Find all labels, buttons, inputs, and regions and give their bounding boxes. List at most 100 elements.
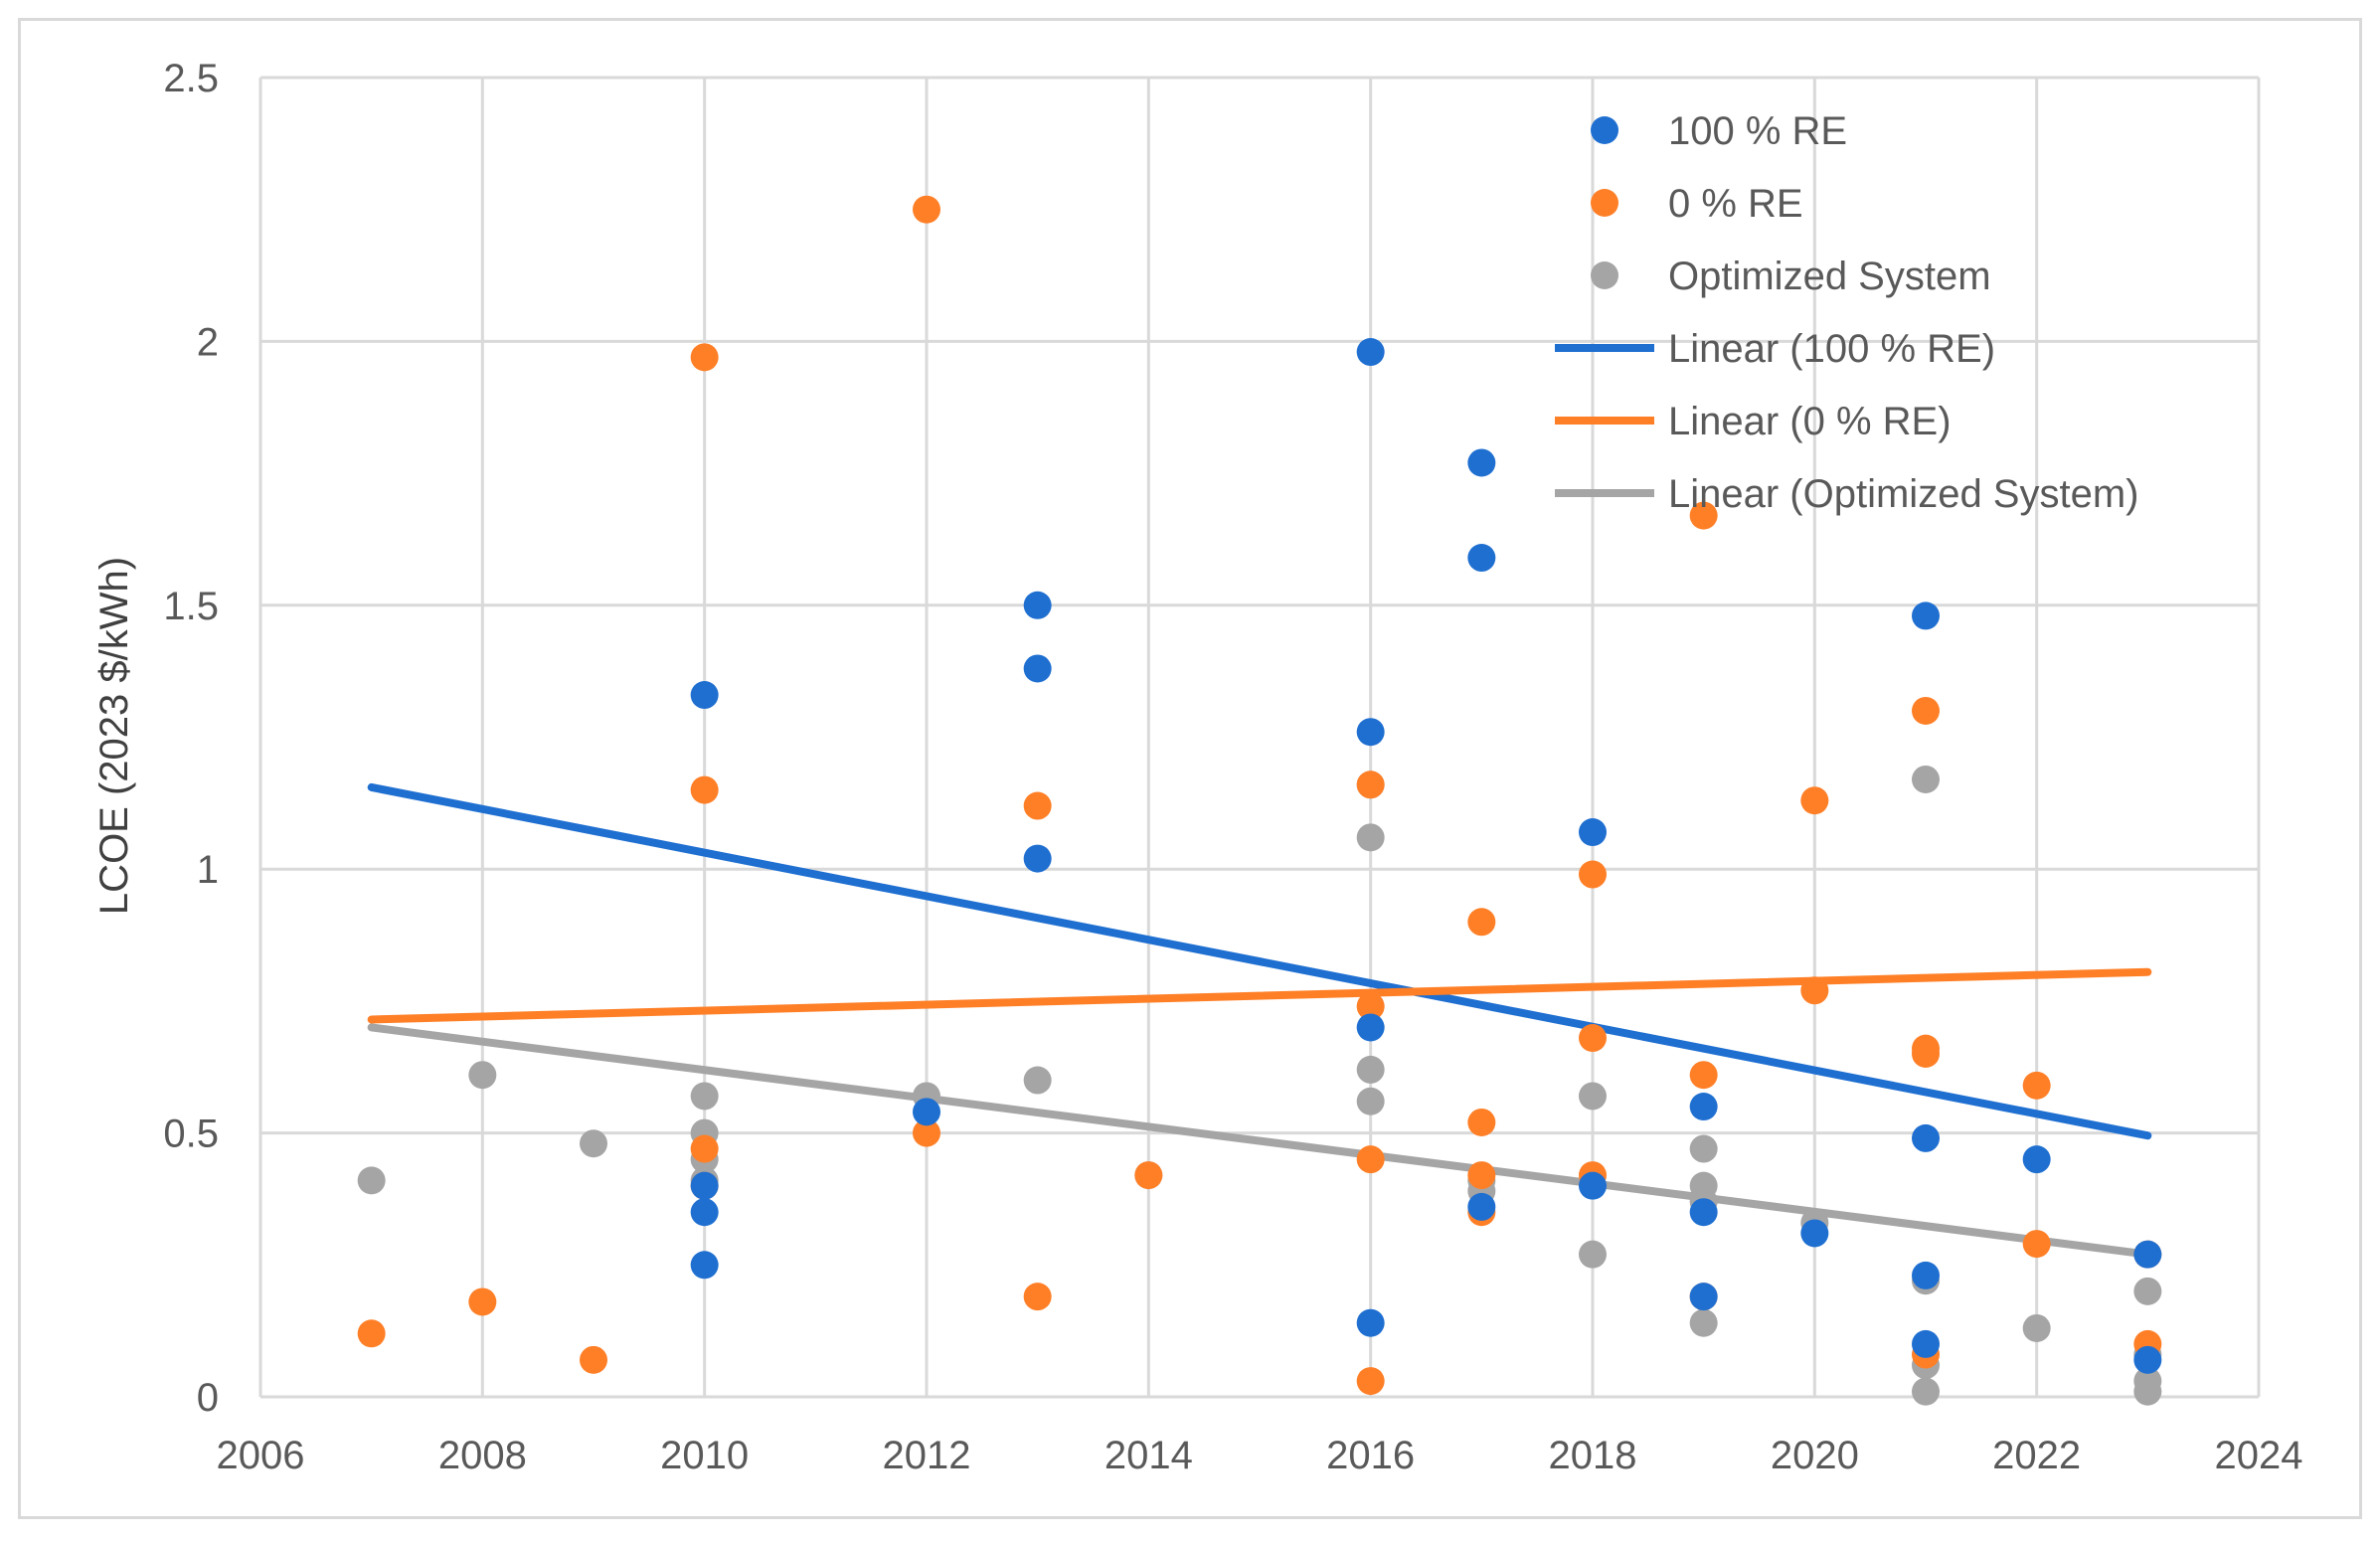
- data-point: [1356, 718, 1385, 747]
- x-tick-label: 2018: [1549, 1434, 1637, 1477]
- y-tick-label: 2: [197, 320, 219, 364]
- data-point: [1579, 1024, 1607, 1053]
- trendline: [367, 1023, 2152, 1259]
- x-tick-label: 2014: [1105, 1434, 1193, 1477]
- data-point: [1689, 1283, 1718, 1311]
- x-tick-label: 2022: [1992, 1434, 2081, 1477]
- data-point: [1023, 791, 1052, 820]
- data-point: [1579, 818, 1607, 847]
- trendlines: [367, 782, 2152, 1259]
- data-point: [913, 1098, 940, 1126]
- x-tick-label: 2012: [883, 1434, 971, 1477]
- x-tick-label: 2008: [438, 1434, 527, 1477]
- data-point: [1689, 1134, 1718, 1163]
- y-tick-label: 1.5: [163, 585, 219, 628]
- data-point: [1467, 1161, 1496, 1190]
- x-tick-label: 2024: [2215, 1434, 2303, 1477]
- data-point: [357, 1166, 386, 1195]
- data-point: [1356, 338, 1385, 367]
- legend-label: 0 % RE: [1668, 182, 1803, 226]
- data-points: [357, 195, 2162, 1406]
- data-point: [2133, 1377, 2162, 1406]
- data-point: [1467, 1108, 1496, 1136]
- legend-marker: [1591, 189, 1618, 217]
- data-point: [1579, 1240, 1607, 1269]
- data-point: [1912, 696, 1940, 725]
- data-point: [2133, 1240, 2162, 1269]
- data-point: [468, 1287, 497, 1316]
- data-point: [1356, 992, 1385, 1021]
- legend-label: 100 % RE: [1668, 109, 1847, 153]
- axes: 2006 2008 2010 2012 2014 2016 2018 2020 2022 2024…: [163, 57, 2302, 1477]
- data-point: [690, 681, 719, 710]
- y-tick-label: 1: [197, 848, 219, 892]
- data-point: [1912, 765, 1940, 793]
- legend-marker: [1591, 261, 1618, 289]
- data-point: [1467, 448, 1496, 477]
- data-point: [1356, 1367, 1385, 1396]
- data-point: [357, 1319, 386, 1348]
- data-point: [1579, 860, 1607, 889]
- data-point: [1579, 1082, 1607, 1111]
- data-point: [1023, 1283, 1052, 1311]
- data-point: [2133, 1277, 2162, 1305]
- data-point: [690, 1198, 719, 1227]
- x-tick-label: 2006: [217, 1434, 305, 1477]
- data-point: [468, 1061, 497, 1090]
- data-point: [1356, 1013, 1385, 1042]
- data-point: [1689, 1198, 1718, 1227]
- data-point: [1356, 1055, 1385, 1084]
- data-point: [1356, 1145, 1385, 1174]
- data-point: [2022, 1313, 2051, 1342]
- data-point: [580, 1345, 607, 1374]
- legend-label: Linear (100 % RE): [1668, 327, 1995, 371]
- legend-label: Linear (Optimized System): [1668, 472, 2138, 516]
- y-tick-label: 0: [197, 1376, 219, 1420]
- data-point: [1467, 1192, 1496, 1221]
- data-point: [1023, 654, 1052, 683]
- data-point: [1912, 1039, 1940, 1068]
- x-tick-label: 2010: [660, 1434, 749, 1477]
- data-point: [1689, 1093, 1718, 1121]
- data-point: [1689, 1061, 1718, 1090]
- y-tick-label: 2.5: [163, 57, 219, 100]
- x-tick-label: 2016: [1326, 1434, 1415, 1477]
- data-point: [2022, 1145, 2051, 1174]
- x-tick-label: 2020: [1771, 1434, 1859, 1477]
- data-point: [913, 195, 940, 224]
- data-point: [1800, 1219, 1829, 1248]
- data-point: [2022, 1071, 2051, 1100]
- data-point: [1356, 1087, 1385, 1115]
- data-point: [1912, 601, 1940, 630]
- data-point: [580, 1129, 607, 1158]
- data-point: [1579, 1171, 1607, 1200]
- data-point: [690, 1251, 719, 1280]
- trendline: [367, 967, 2152, 1024]
- data-point: [1912, 1377, 1940, 1406]
- data-point: [1023, 844, 1052, 873]
- data-point: [1467, 544, 1496, 573]
- data-point: [1912, 1123, 1940, 1152]
- data-point: [913, 1118, 940, 1147]
- data-point: [1689, 1308, 1718, 1337]
- legend: 100 % RE 0 % RE Optimized System Linear (10…: [1555, 109, 2138, 516]
- data-point: [1689, 501, 1718, 530]
- y-axis-label: LCOE (2023 $/kWh): [92, 557, 136, 915]
- chart-frame: [18, 18, 2362, 1519]
- trendline: [367, 782, 2152, 1140]
- legend-label: Optimized System: [1668, 255, 1991, 298]
- data-point: [690, 1082, 719, 1111]
- data-point: [1800, 976, 1829, 1005]
- data-point: [1356, 1308, 1385, 1337]
- legend-marker: [1591, 116, 1618, 144]
- legend-label: Linear (0 % RE): [1668, 400, 1952, 443]
- data-point: [690, 1171, 719, 1200]
- data-point: [2133, 1345, 2162, 1374]
- data-point: [2022, 1230, 2051, 1259]
- data-point: [1356, 771, 1385, 799]
- y-tick-label: 0.5: [163, 1113, 219, 1156]
- data-point: [1023, 1066, 1052, 1095]
- data-point: [1023, 591, 1052, 619]
- data-point: [1912, 1329, 1940, 1358]
